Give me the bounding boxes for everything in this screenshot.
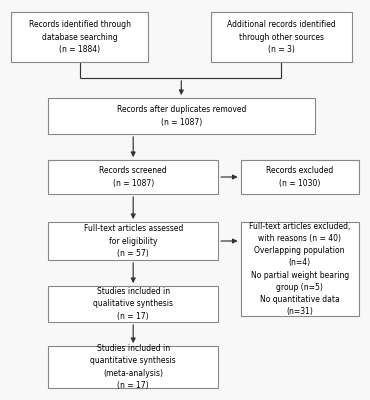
Text: Studies included in
qualitative synthesis
(n = 17): Studies included in qualitative synthesi… [93,287,173,321]
Text: Additional records identified
through other sources
(n = 3): Additional records identified through ot… [227,20,336,54]
FancyBboxPatch shape [240,222,359,316]
Text: Records screened
(n = 1087): Records screened (n = 1087) [100,166,167,188]
Text: Records after duplicates removed
(n = 1087): Records after duplicates removed (n = 10… [117,106,246,126]
Text: Full-text articles excluded,
with reasons (n = 40)
Overlapping population
(n=4)
: Full-text articles excluded, with reason… [249,222,350,316]
FancyBboxPatch shape [48,286,218,322]
Text: Studies included in
quantitative synthesis
(meta-analysis)
(n = 17): Studies included in quantitative synthes… [90,344,176,390]
FancyBboxPatch shape [48,98,314,134]
FancyBboxPatch shape [211,12,352,62]
Text: Full-text articles assessed
for eligibility
(n = 57): Full-text articles assessed for eligibil… [84,224,183,258]
FancyBboxPatch shape [48,160,218,194]
FancyBboxPatch shape [48,346,218,388]
FancyBboxPatch shape [240,160,359,194]
FancyBboxPatch shape [48,222,218,260]
Text: Records identified through
database searching
(n = 1884): Records identified through database sear… [28,20,131,54]
Text: Records excluded
(n = 1030): Records excluded (n = 1030) [266,166,333,188]
FancyBboxPatch shape [11,12,148,62]
